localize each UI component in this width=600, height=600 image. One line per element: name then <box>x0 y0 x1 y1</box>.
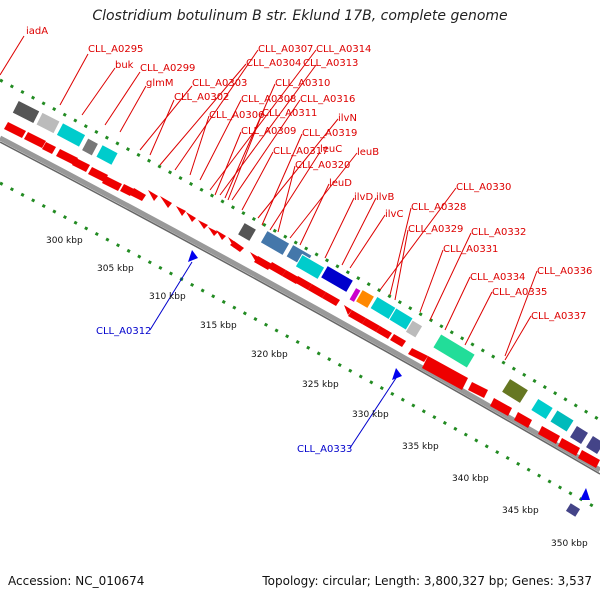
gene-label: ilvC <box>385 209 403 220</box>
gene-label: CLL_A0331 <box>443 244 498 255</box>
outer-tick-track <box>0 78 600 422</box>
blue-leader-lines <box>149 261 399 449</box>
gene-label: CLL_A0308 <box>241 94 296 105</box>
gene-label: CLL_A0314 <box>316 44 371 55</box>
gene-label: CLL_A0336 <box>537 266 592 277</box>
gene-label: CLL_A0306 <box>209 110 264 121</box>
gene-label: CLL_A0332 <box>471 227 526 238</box>
gene-label: CLL_A0335 <box>492 287 547 298</box>
gene-label: CLL_A0299 <box>140 63 195 74</box>
gene-label: CLL_A0309 <box>241 126 296 137</box>
gene-label: CLL_A0310 <box>275 78 330 89</box>
accession-text: Accession: NC_010674 <box>8 574 145 588</box>
gene-label: leuB <box>357 147 379 158</box>
gene-arrows <box>4 122 600 468</box>
genome-backbone-shadow <box>0 141 600 475</box>
gene-label: ilvN <box>338 113 357 124</box>
gene-label: leuC <box>320 144 342 155</box>
gene-label: ilvB <box>376 192 394 203</box>
inner-tick-track <box>0 181 600 512</box>
gene-label: CLL_A0304 <box>246 58 301 69</box>
gene-label: CLL_A0302 <box>174 92 229 103</box>
gene-label: CLL_A0307 <box>258 44 313 55</box>
gene-label: leuD <box>329 178 352 189</box>
map-title: Clostridium botulinum B str. Eklund 17B,… <box>92 8 508 24</box>
gene-label: CLL_A0311 <box>262 108 317 119</box>
tick-label-350: 350 kbp <box>551 539 588 549</box>
gene-label: ilvD <box>354 192 373 203</box>
gene-label-blue: CLL_A0333 <box>297 444 352 455</box>
tick-label-320: 320 kbp <box>251 350 288 360</box>
tick-label-325: 325 kbp <box>302 380 339 390</box>
gene-label: CLL_A0329 <box>408 224 463 235</box>
blue-markers <box>188 250 590 500</box>
tick-label-305: 305 kbp <box>97 264 134 274</box>
gene-label: CLL_A0337 <box>531 311 586 322</box>
gene-label: iadA <box>26 26 48 37</box>
gene-label: CLL_A0316 <box>300 94 355 105</box>
tick-label-300: 300 kbp <box>46 236 83 246</box>
gene-label: buk <box>115 60 134 71</box>
gene-label: CLL_A0313 <box>303 58 358 69</box>
tick-label-330: 330 kbp <box>352 410 389 420</box>
gene-label: CLL_A0330 <box>456 182 511 193</box>
tick-label-340: 340 kbp <box>452 474 489 484</box>
tick-label-335: 335 kbp <box>402 442 439 452</box>
gene-label-blue: CLL_A0312 <box>96 326 151 337</box>
gene-label: CLL_A0320 <box>295 160 350 171</box>
genome-backbone <box>0 135 600 473</box>
gene-label: CLL_A0317 <box>273 146 328 157</box>
tick-label-345: 345 kbp <box>502 506 539 516</box>
label-leader-lines <box>0 35 538 361</box>
topology-text: Topology: circular; Length: 3,800,327 bp… <box>262 574 592 588</box>
gene-label: CLL_A0334 <box>470 272 525 283</box>
gene-label: CLL_A0328 <box>411 202 466 213</box>
gene-label: CLL_A0319 <box>302 128 357 139</box>
tick-label-315: 315 kbp <box>200 321 237 331</box>
gene-label: CLL_A0295 <box>88 44 143 55</box>
gene-label: CLL_A0303 <box>192 78 247 89</box>
gene-label: glmM <box>146 78 174 89</box>
tick-label-310: 310 kbp <box>149 292 186 302</box>
